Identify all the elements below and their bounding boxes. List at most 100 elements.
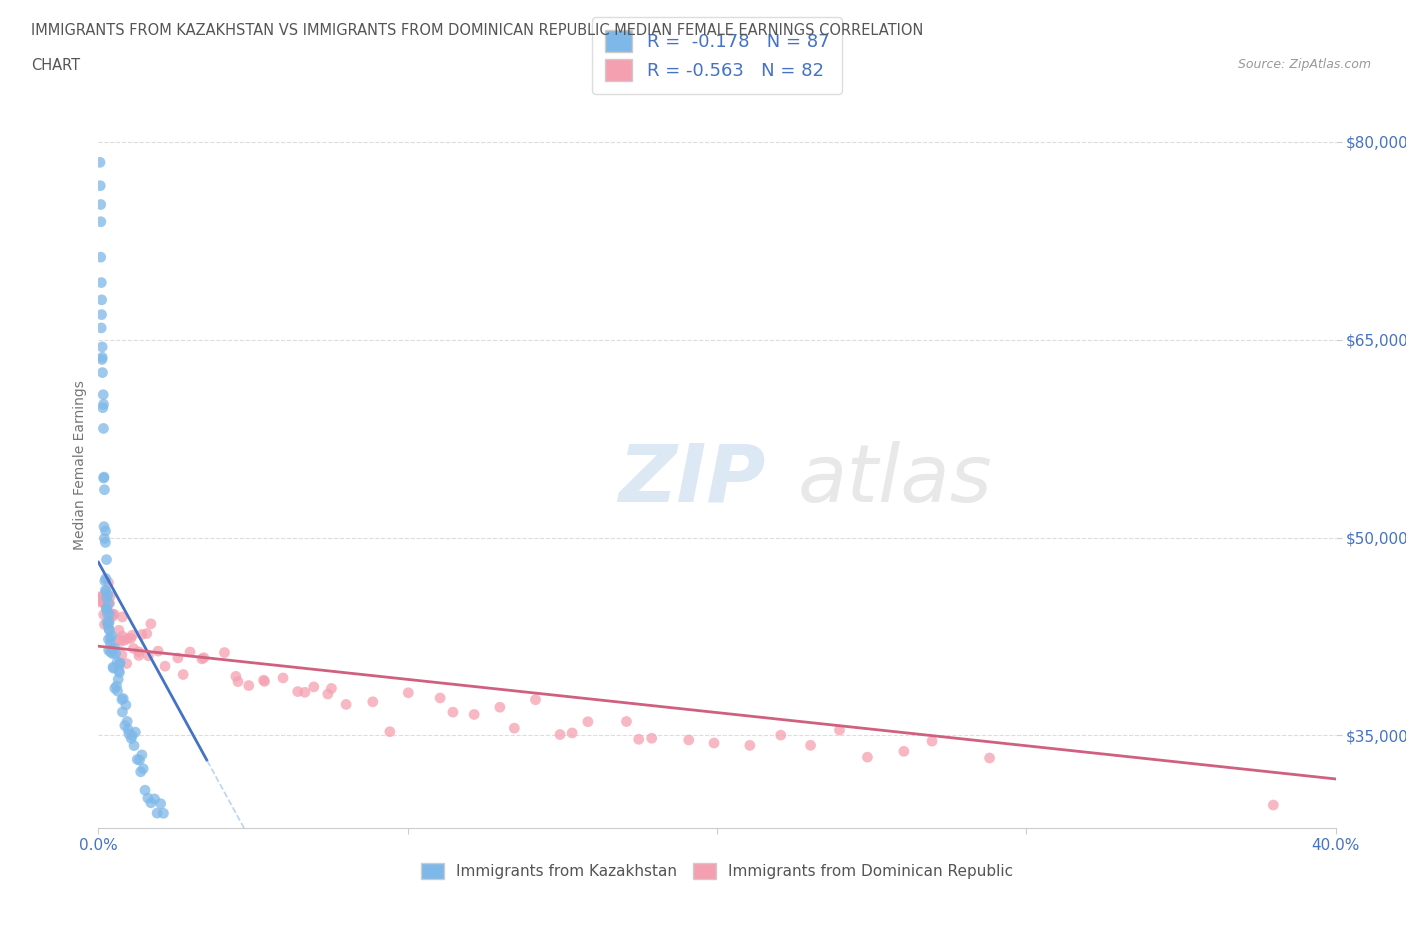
Point — [101, 646, 124, 661]
Point — [93, 607, 115, 622]
Point — [97, 596, 120, 611]
Point — [90, 214, 112, 229]
Point — [548, 727, 571, 742]
Point — [214, 645, 236, 660]
Point — [89, 590, 111, 604]
Point — [98, 615, 121, 630]
Point — [101, 642, 124, 657]
Point — [115, 698, 138, 712]
Point — [146, 805, 169, 820]
Point — [114, 718, 136, 733]
Point — [98, 606, 121, 621]
Point — [302, 680, 325, 695]
Point — [441, 705, 464, 720]
Point — [561, 725, 583, 740]
Point — [97, 575, 120, 590]
Point — [94, 584, 117, 599]
Point — [641, 731, 664, 746]
Point — [94, 583, 117, 598]
Point — [979, 751, 1001, 765]
Point — [128, 648, 150, 663]
Point — [90, 197, 112, 212]
Point — [104, 681, 127, 696]
Point — [120, 631, 142, 645]
Point — [96, 615, 118, 630]
Point — [97, 643, 120, 658]
Point — [112, 691, 135, 706]
Point — [89, 179, 111, 193]
Point — [627, 732, 650, 747]
Point — [91, 365, 114, 380]
Point — [89, 591, 111, 605]
Point — [93, 617, 115, 631]
Point — [89, 155, 111, 170]
Point — [252, 672, 274, 687]
Point — [149, 796, 172, 811]
Point — [738, 737, 761, 752]
Point — [91, 350, 114, 365]
Point — [361, 695, 384, 710]
Point — [101, 609, 124, 624]
Point — [120, 731, 142, 746]
Point — [100, 629, 122, 644]
Point — [378, 724, 401, 739]
Point — [96, 602, 118, 617]
Point — [143, 791, 166, 806]
Point — [94, 571, 117, 586]
Point — [129, 764, 152, 779]
Point — [135, 626, 157, 641]
Point — [94, 596, 117, 611]
Point — [91, 400, 114, 415]
Point — [167, 650, 190, 665]
Point — [108, 656, 131, 671]
Point — [93, 397, 115, 412]
Point — [96, 606, 118, 621]
Point — [96, 591, 118, 605]
Point — [111, 629, 134, 644]
Point — [108, 656, 131, 671]
Point — [104, 646, 127, 661]
Point — [131, 627, 153, 642]
Point — [105, 679, 128, 694]
Point — [93, 483, 115, 498]
Point — [98, 621, 121, 636]
Point — [108, 663, 131, 678]
Point — [127, 752, 149, 767]
Point — [1263, 798, 1285, 813]
Point — [193, 650, 215, 665]
Point — [87, 594, 110, 609]
Point — [90, 321, 112, 336]
Point — [769, 727, 792, 742]
Point — [96, 602, 118, 617]
Point — [115, 657, 138, 671]
Point — [98, 596, 121, 611]
Point — [396, 685, 419, 700]
Point — [139, 617, 162, 631]
Point — [191, 652, 214, 667]
Point — [576, 714, 599, 729]
Point — [108, 623, 131, 638]
Point — [321, 681, 343, 696]
Point — [93, 470, 115, 485]
Point — [87, 593, 110, 608]
Point — [238, 678, 260, 693]
Point — [96, 587, 118, 602]
Point — [316, 686, 339, 701]
Y-axis label: Median Female Earnings: Median Female Earnings — [73, 380, 87, 550]
Text: Source: ZipAtlas.com: Source: ZipAtlas.com — [1237, 58, 1371, 71]
Point — [287, 684, 309, 699]
Point — [128, 752, 150, 767]
Point — [91, 387, 114, 402]
Point — [429, 691, 451, 706]
Point — [96, 552, 118, 567]
Point — [107, 671, 129, 686]
Point — [93, 519, 115, 534]
Point — [105, 655, 128, 670]
Point — [114, 632, 136, 647]
Point — [132, 762, 155, 777]
Point — [524, 692, 547, 707]
Point — [489, 699, 512, 714]
Point — [118, 726, 141, 741]
Text: atlas: atlas — [797, 441, 993, 519]
Point — [115, 714, 138, 729]
